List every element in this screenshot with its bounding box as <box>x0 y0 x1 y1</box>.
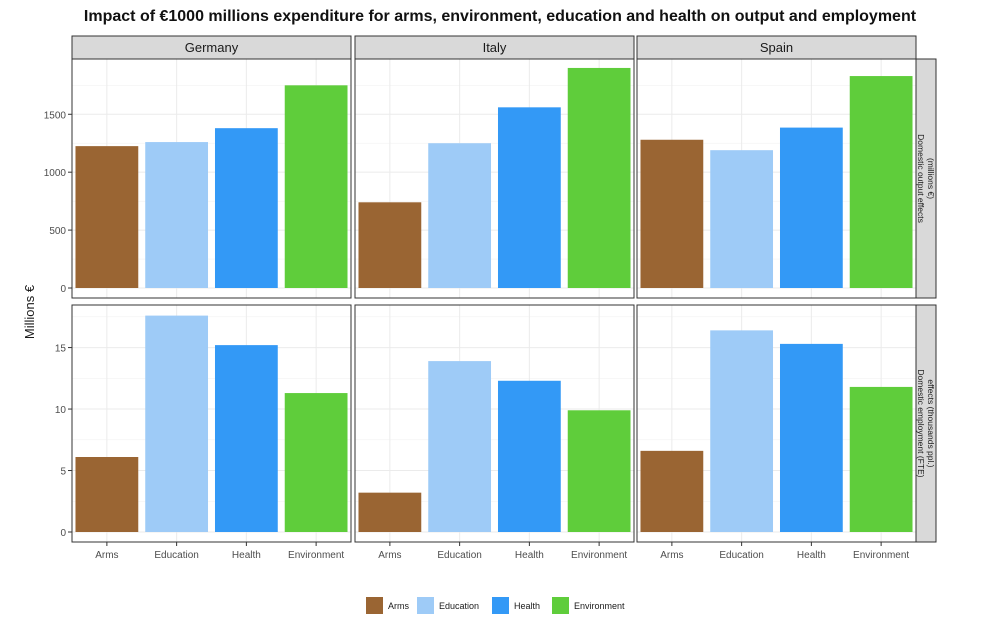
bar-germany-environment-r0 <box>284 85 348 288</box>
bar-germany-education-r1 <box>145 315 209 532</box>
bar-germany-education-r0 <box>145 142 209 288</box>
y-tick-label-r0-500: 500 <box>49 226 66 237</box>
legend-label-health: Health <box>514 601 540 611</box>
x-tick-label-arms: Arms <box>378 550 401 561</box>
legend-swatch-education <box>417 597 434 614</box>
y-tick-label-r0-1000: 1000 <box>44 168 67 179</box>
row-label-1-line-1: effects (thousands ppl.) <box>926 379 936 467</box>
facet-label-italy: Italy <box>483 40 507 55</box>
chart-title: Impact of €1000 millions expenditure for… <box>83 8 917 25</box>
bar-germany-health-r1 <box>214 345 278 532</box>
x-tick-label-health: Health <box>515 550 544 561</box>
x-tick-label-environment: Environment <box>853 550 909 561</box>
panel-border <box>71 58 352 299</box>
bar-italy-environment-r0 <box>567 67 631 289</box>
bar-germany-health-r0 <box>214 128 278 288</box>
bar-italy-arms-r0 <box>358 202 422 288</box>
x-tick-label-health: Health <box>232 550 261 561</box>
x-tick-label-education: Education <box>719 550 763 561</box>
bar-italy-education-r1 <box>428 361 492 532</box>
x-tick-label-health: Health <box>797 550 826 561</box>
bar-spain-environment-r0 <box>849 76 913 288</box>
facet-label-spain: Spain <box>760 40 793 55</box>
x-tick-label-arms: Arms <box>660 550 683 561</box>
bar-italy-arms-r1 <box>358 492 422 532</box>
bar-spain-health-r1 <box>779 343 843 532</box>
y-axis-title: Millions € <box>22 284 37 339</box>
panel-border <box>354 304 635 543</box>
bar-italy-environment-r1 <box>567 410 631 532</box>
y-tick-label-r0-1500: 1500 <box>44 110 67 121</box>
y-tick-label-r0-0: 0 <box>60 284 66 295</box>
panel-border <box>354 58 635 299</box>
x-tick-label-education: Education <box>437 550 481 561</box>
bar-spain-health-r0 <box>779 127 843 288</box>
bar-spain-arms-r0 <box>640 139 704 288</box>
bar-spain-education-r1 <box>710 330 774 532</box>
bar-italy-health-r0 <box>497 107 561 288</box>
x-tick-label-environment: Environment <box>571 550 627 561</box>
y-tick-label-r1-15: 15 <box>55 344 67 355</box>
facet-label-germany: Germany <box>185 40 239 55</box>
y-tick-label-r1-10: 10 <box>55 405 67 416</box>
row-label-0-line-0: Domestic output effects <box>916 134 926 223</box>
bar-spain-arms-r1 <box>640 450 704 532</box>
legend-label-environment: Environment <box>574 601 625 611</box>
legend-label-arms: Arms <box>388 601 409 611</box>
bar-germany-arms-r1 <box>75 457 139 532</box>
legend-swatch-environment <box>552 597 569 614</box>
legend-swatch-health <box>492 597 509 614</box>
panel-border <box>71 304 352 543</box>
legend-label-education: Education <box>439 601 479 611</box>
bar-spain-environment-r1 <box>849 386 913 532</box>
x-tick-label-education: Education <box>154 550 198 561</box>
bar-italy-health-r1 <box>497 380 561 532</box>
row-label-0-line-1: (millions €) <box>926 158 936 199</box>
legend-swatch-arms <box>366 597 383 614</box>
x-tick-label-environment: Environment <box>288 550 344 561</box>
row-label-1-line-0: Domestic employment (FTE) <box>916 369 926 477</box>
y-tick-label-r1-0: 0 <box>60 528 66 539</box>
bar-germany-arms-r0 <box>75 146 139 288</box>
panel-border <box>636 304 917 543</box>
x-tick-label-arms: Arms <box>95 550 118 561</box>
panel-border <box>636 58 917 299</box>
bar-italy-education-r0 <box>428 143 492 288</box>
bar-germany-environment-r1 <box>284 393 348 532</box>
bar-spain-education-r0 <box>710 150 774 288</box>
y-tick-label-r1-5: 5 <box>60 467 66 478</box>
